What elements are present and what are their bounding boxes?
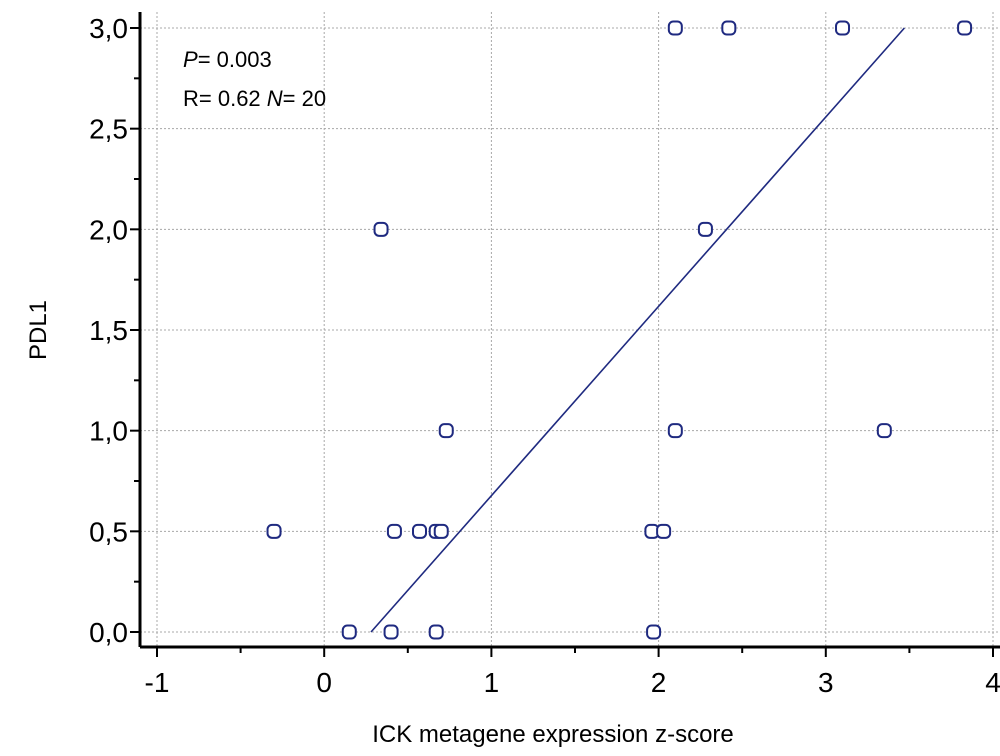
y-tick-label: 0,0 — [89, 617, 128, 648]
n-value-text: = 20 — [283, 86, 326, 111]
data-point — [428, 624, 444, 640]
y-tick-label: 3,0 — [89, 13, 128, 44]
data-point — [957, 20, 973, 36]
x-tick-label: 2 — [651, 667, 667, 698]
data-point — [656, 523, 672, 539]
tick-labels: -1 0 1 2 3 4 0,0 0,5 1,0 1,5 2,0 2,5 3,0 — [89, 13, 1000, 698]
y-tick-label: 0,5 — [89, 516, 128, 547]
x-tick-label: -1 — [145, 667, 170, 698]
r-value-text: R= 0.62 — [183, 86, 267, 111]
axis-ticks — [130, 27, 994, 657]
y-axis-title: PDL1 — [25, 300, 52, 360]
x-tick-label: 1 — [484, 667, 500, 698]
data-points — [266, 20, 973, 640]
data-point — [386, 523, 402, 539]
grid-lines — [140, 12, 1000, 647]
data-point — [412, 523, 428, 539]
x-axis-title: ICK metagene expression z-score — [372, 721, 734, 748]
r-n-annotation: R= 0.62 N= 20 — [183, 86, 326, 111]
p-symbol: P — [183, 47, 198, 72]
data-point — [835, 20, 851, 36]
data-point — [438, 423, 454, 439]
y-tick-label: 2,0 — [89, 214, 128, 245]
data-point — [433, 523, 449, 539]
data-point — [266, 523, 282, 539]
y-tick-label: 2,5 — [89, 114, 128, 145]
data-point — [667, 423, 683, 439]
data-point — [697, 221, 713, 237]
y-tick-label: 1,0 — [89, 416, 128, 447]
x-tick-label: 0 — [316, 667, 332, 698]
data-point — [341, 624, 357, 640]
regression-line — [370, 27, 905, 633]
fit-line-layer — [370, 27, 905, 633]
data-point — [373, 221, 389, 237]
p-value-text: = 0.003 — [198, 47, 272, 72]
n-symbol: N — [267, 86, 283, 111]
data-point — [646, 624, 662, 640]
y-tick-label: 1,5 — [89, 315, 128, 346]
data-point — [667, 20, 683, 36]
data-point — [383, 624, 399, 640]
x-tick-label: 3 — [818, 667, 834, 698]
data-point — [876, 423, 892, 439]
p-value-annotation: P= 0.003 — [183, 47, 272, 72]
x-tick-label: 4 — [985, 667, 1000, 698]
axes — [138, 12, 1000, 649]
data-point — [721, 20, 737, 36]
